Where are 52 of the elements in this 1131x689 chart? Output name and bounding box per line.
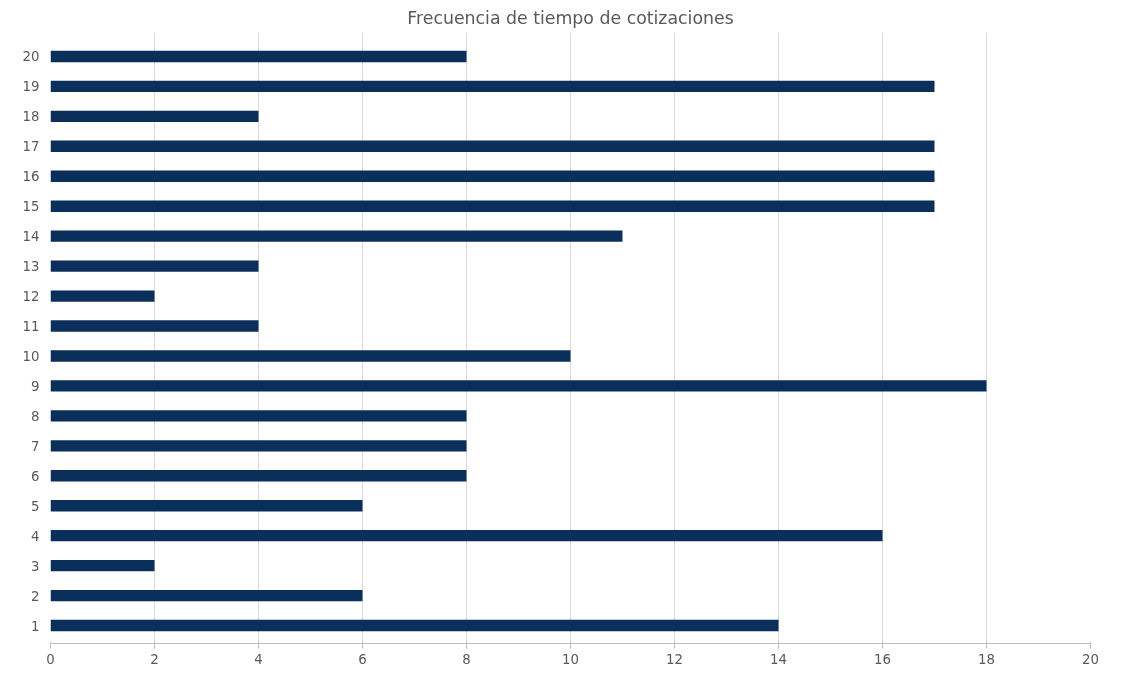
bar: [50, 140, 935, 152]
y-tick-label: 15: [22, 199, 40, 215]
y-tick-label: 3: [31, 558, 40, 574]
y-tick-label: 7: [31, 438, 40, 454]
bar: [50, 470, 467, 482]
bar: [50, 350, 571, 362]
y-tick-label: 18: [22, 109, 40, 125]
y-tick-label: 1: [31, 618, 40, 634]
bar: [50, 290, 155, 302]
y-tick-label: 6: [31, 468, 40, 484]
x-tick-label: 8: [462, 651, 471, 667]
x-tick-label: 18: [978, 651, 995, 667]
y-tick-label: 2: [31, 588, 40, 604]
y-tick-label: 5: [31, 498, 40, 514]
y-tick-label: 19: [22, 79, 40, 95]
bar: [50, 440, 467, 452]
bar: [50, 500, 363, 512]
y-tick-label: 13: [22, 259, 40, 275]
bar: [50, 589, 363, 602]
y-tick-label: 20: [22, 49, 40, 65]
x-tick-label: 0: [46, 651, 55, 667]
x-tick-label: 12: [666, 651, 683, 667]
bar: [50, 110, 259, 123]
x-tick-label: 20: [1082, 651, 1099, 667]
x-tick-label: 14: [770, 651, 787, 667]
y-tick-label: 12: [22, 289, 40, 305]
bar: [50, 410, 467, 422]
x-tick-label: 4: [254, 651, 263, 667]
y-tick-label: 8: [31, 408, 40, 424]
bar: [50, 80, 935, 93]
bar: [50, 380, 987, 392]
y-tick-label: 11: [22, 319, 40, 335]
y-tick-label: 4: [31, 528, 40, 544]
bar: [50, 200, 935, 212]
x-tick-label: 2: [150, 651, 159, 667]
bar: [50, 559, 155, 572]
y-tick-label: 17: [22, 139, 40, 155]
x-tick-label: 16: [874, 651, 891, 667]
chart-title: Frecuencia de tiempo de cotizaciones: [407, 7, 734, 28]
y-tick-label: 14: [22, 229, 40, 245]
bar: [50, 170, 935, 182]
x-tick-label: 6: [358, 651, 367, 667]
bar: [50, 619, 779, 632]
bar: [50, 320, 259, 332]
bar: [50, 529, 883, 542]
x-tick-label: 10: [562, 651, 579, 667]
bar: [50, 260, 259, 272]
bar: [50, 50, 467, 63]
y-tick-label: 10: [22, 348, 40, 364]
bar: [50, 230, 623, 242]
y-tick-label: 16: [22, 169, 40, 185]
y-tick-label: 9: [31, 378, 40, 394]
